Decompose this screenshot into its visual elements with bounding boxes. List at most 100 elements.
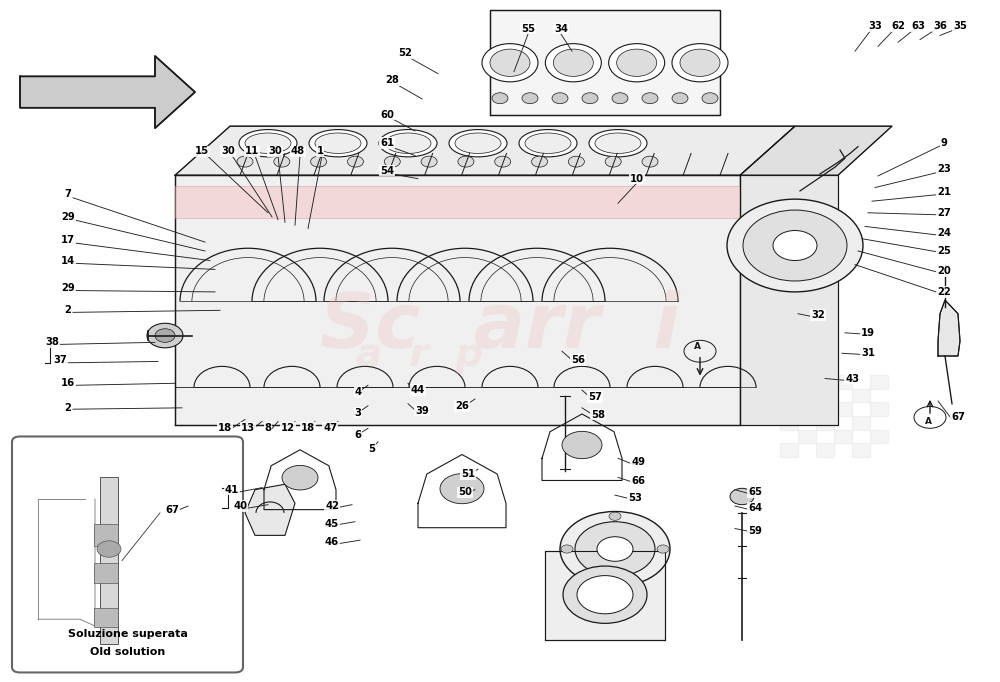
- Text: 2: 2: [65, 306, 71, 315]
- Text: 50: 50: [458, 488, 472, 497]
- Text: 51: 51: [461, 469, 475, 479]
- Text: A: A: [924, 417, 932, 426]
- Circle shape: [562, 431, 602, 458]
- Circle shape: [561, 545, 573, 553]
- Ellipse shape: [525, 133, 571, 153]
- Text: 18: 18: [218, 424, 232, 433]
- Text: 57: 57: [588, 392, 602, 402]
- Circle shape: [657, 545, 669, 553]
- Text: 18: 18: [301, 424, 315, 433]
- Polygon shape: [545, 551, 665, 640]
- Ellipse shape: [239, 130, 297, 157]
- Polygon shape: [94, 563, 118, 583]
- Ellipse shape: [519, 130, 577, 157]
- Ellipse shape: [309, 130, 367, 157]
- Bar: [870, 402, 888, 416]
- Circle shape: [492, 93, 508, 104]
- Circle shape: [522, 93, 538, 104]
- Bar: [852, 416, 870, 430]
- Text: 65: 65: [748, 488, 762, 497]
- Text: 46: 46: [325, 537, 339, 547]
- Circle shape: [384, 156, 400, 167]
- Circle shape: [97, 541, 121, 557]
- Text: 23: 23: [937, 164, 951, 174]
- Text: 24: 24: [937, 228, 951, 238]
- Text: 48: 48: [291, 147, 305, 156]
- Ellipse shape: [379, 130, 437, 157]
- Text: 44: 44: [411, 385, 425, 395]
- Text: 64: 64: [748, 503, 762, 513]
- Bar: [798, 375, 816, 389]
- Polygon shape: [94, 608, 118, 627]
- Text: Soluzione superata: Soluzione superata: [68, 629, 188, 639]
- Circle shape: [421, 156, 437, 167]
- Circle shape: [155, 329, 175, 342]
- Text: 56: 56: [571, 355, 585, 365]
- Circle shape: [552, 93, 568, 104]
- Text: 61: 61: [380, 138, 394, 148]
- Polygon shape: [740, 175, 838, 425]
- Circle shape: [311, 156, 327, 167]
- Circle shape: [617, 49, 657, 76]
- Circle shape: [597, 537, 633, 561]
- Text: 34: 34: [554, 24, 568, 33]
- Circle shape: [702, 93, 718, 104]
- Text: 30: 30: [268, 147, 282, 156]
- Text: 12: 12: [281, 424, 295, 433]
- Text: 67: 67: [165, 505, 179, 515]
- Text: 43: 43: [845, 374, 859, 383]
- Circle shape: [727, 199, 863, 292]
- Text: 52: 52: [398, 48, 412, 58]
- Bar: [834, 402, 852, 416]
- Text: 59: 59: [748, 526, 762, 535]
- Text: a  r  p: a r p: [356, 336, 484, 374]
- Text: 36: 36: [933, 21, 947, 31]
- Circle shape: [642, 156, 658, 167]
- Bar: [780, 443, 798, 457]
- Circle shape: [532, 156, 548, 167]
- Bar: [816, 389, 834, 402]
- Text: 58: 58: [591, 410, 605, 419]
- Text: 29: 29: [61, 283, 75, 293]
- Text: 22: 22: [937, 287, 951, 297]
- Bar: [816, 416, 834, 430]
- Circle shape: [680, 49, 720, 76]
- Text: 66: 66: [631, 476, 645, 486]
- Bar: [870, 430, 888, 443]
- Text: 53: 53: [628, 493, 642, 503]
- Text: 8: 8: [264, 424, 272, 433]
- Circle shape: [147, 323, 183, 348]
- Circle shape: [495, 156, 511, 167]
- Text: 35: 35: [953, 21, 967, 31]
- Circle shape: [575, 522, 655, 576]
- Circle shape: [642, 93, 658, 104]
- Text: 6: 6: [354, 430, 362, 440]
- Circle shape: [568, 156, 584, 167]
- Text: 2: 2: [65, 403, 71, 413]
- Circle shape: [577, 576, 633, 614]
- Text: 37: 37: [53, 355, 67, 365]
- Circle shape: [545, 44, 601, 82]
- Ellipse shape: [315, 133, 361, 153]
- Text: 7: 7: [65, 190, 71, 199]
- Circle shape: [237, 156, 253, 167]
- Ellipse shape: [385, 133, 431, 153]
- Text: 42: 42: [325, 501, 339, 511]
- Circle shape: [560, 512, 670, 587]
- Bar: [780, 416, 798, 430]
- Text: 11: 11: [245, 147, 259, 156]
- Text: 13: 13: [241, 424, 255, 433]
- Bar: [834, 430, 852, 443]
- Text: 33: 33: [868, 21, 882, 31]
- Circle shape: [773, 231, 817, 261]
- Text: 21: 21: [937, 188, 951, 197]
- Bar: [870, 375, 888, 389]
- Text: Sc  arr  i: Sc arr i: [320, 291, 680, 364]
- Polygon shape: [245, 484, 295, 535]
- Polygon shape: [938, 300, 960, 356]
- Text: 14: 14: [61, 256, 75, 265]
- Bar: [834, 375, 852, 389]
- Ellipse shape: [449, 130, 507, 157]
- Text: 63: 63: [911, 21, 925, 31]
- Circle shape: [582, 93, 598, 104]
